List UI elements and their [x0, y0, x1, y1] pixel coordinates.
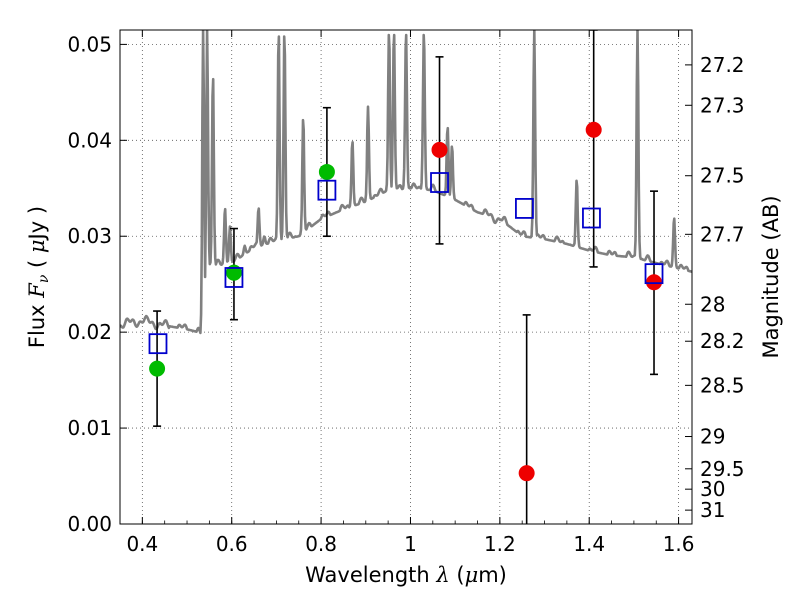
plot-frame	[119, 29, 693, 525]
x-axis-title: Wavelength λ (μm)	[305, 563, 507, 587]
x-tick-label: 0.4	[126, 532, 158, 556]
y-tick-label: 0.05	[67, 32, 112, 56]
spectrum	[120, 30, 692, 335]
grid	[120, 30, 692, 524]
observed-point-marker	[518, 465, 535, 482]
mag-tick-label: 27.3	[700, 93, 745, 117]
x-tick-label: 0.8	[305, 532, 337, 556]
model-square-marker	[317, 179, 337, 201]
mag-tick-label: 27.7	[700, 222, 745, 246]
mag-tick-label: 28.5	[700, 373, 745, 397]
model-square-marker	[644, 263, 664, 285]
model-square-marker	[582, 207, 601, 229]
observed-point-marker	[149, 360, 166, 377]
observed-point-marker	[318, 163, 335, 180]
ticks: 0.4 0.6 0.8 1 1.2 1.4 1.6 0.00 0.01 0.02 0.03 0.04 0…	[67, 30, 745, 556]
x-tick-label: 1	[404, 532, 417, 556]
x-tick-label: 1.4	[573, 532, 605, 556]
x-tick-label: 0.6	[216, 532, 248, 556]
observed-point-marker	[225, 264, 242, 281]
mag-tick-label: 28.2	[700, 329, 745, 353]
mag-tick-label: 27.5	[700, 164, 745, 188]
y-axis-title: Flux Fν ( μJy )	[25, 206, 52, 348]
observed-point-marker	[585, 121, 602, 138]
y-tick-label: 0.03	[67, 224, 112, 248]
y-tick-label: 0.04	[67, 128, 112, 152]
mag-tick-label: 29	[700, 425, 725, 449]
mag-tick-label: 28	[700, 292, 725, 316]
mag-tick-label: 30	[700, 477, 725, 501]
y2-axis-title: Magnitude (AB)	[759, 195, 783, 358]
mag-tick-label: 31	[700, 498, 725, 522]
observed-point-marker	[431, 141, 448, 158]
model-square-marker	[430, 172, 449, 193]
x-tick-label: 1.6	[663, 532, 695, 556]
x-tick-label: 1.2	[484, 532, 516, 556]
model-square-marker	[515, 198, 534, 219]
model-square-marker	[224, 267, 244, 288]
y-tick-label: 0.00	[67, 512, 112, 536]
mag-tick-label: 27.2	[700, 53, 745, 77]
y-tick-label: 0.01	[67, 416, 112, 440]
mag-tick-label: 29.5	[700, 457, 745, 481]
data-markers	[148, 121, 664, 482]
model-square-marker	[148, 333, 168, 355]
spectrum-line	[120, 30, 692, 335]
y-tick-label: 0.02	[67, 320, 112, 344]
